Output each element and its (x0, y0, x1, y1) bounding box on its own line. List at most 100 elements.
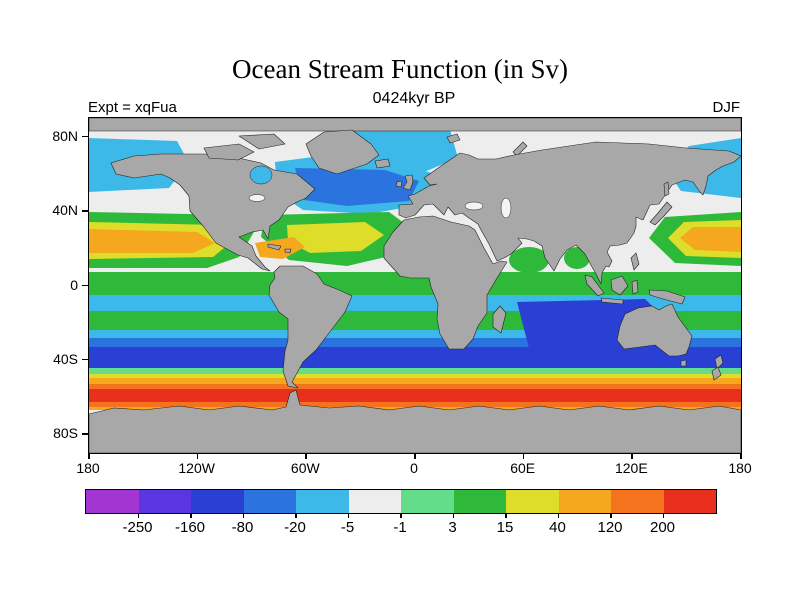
colorbar-cell (191, 490, 244, 513)
colorbar-tick-label: -5 (340, 519, 355, 536)
y-axis-tick-mark (82, 135, 88, 138)
ocean-blob-arabian-sea-green (509, 247, 549, 273)
continent-australia (616, 303, 693, 357)
colorbar-tick-mark (242, 513, 244, 518)
acc-core-red (89, 389, 741, 402)
colorbar-tick-mark (452, 513, 454, 518)
continent-africa (383, 215, 508, 350)
caspian-sea (500, 197, 512, 219)
island-sulawesi (631, 279, 639, 295)
colorbar-tick-label: -20 (284, 519, 306, 536)
colorbar-cell (453, 490, 506, 513)
great-lakes (248, 194, 266, 202)
x-axis-tick-label: 180 (728, 460, 752, 476)
ocean-band-equatorial-green (89, 272, 741, 295)
island-britain (402, 174, 414, 191)
colorbar-cell (348, 490, 401, 513)
colorbar-tick-mark (662, 513, 664, 518)
colorbar-cell (243, 490, 296, 513)
season-label: DJF (712, 99, 741, 116)
colorbar-cell (611, 490, 664, 513)
island-japan (649, 201, 673, 226)
y-axis-tick-label: 80N (52, 127, 78, 144)
colorbar-tick-mark (347, 513, 349, 518)
colorbar-cell (86, 490, 139, 513)
colorbar-cell (663, 490, 716, 513)
colorbar-tick-label: -80 (231, 519, 254, 536)
colorbar-tick-label: 120 (597, 519, 623, 536)
plot-title: Ocean Stream Function (in Sv) (232, 54, 568, 84)
colorbar-tick-mark (295, 513, 297, 518)
gyre-npacific-east-gold (89, 229, 215, 253)
colorbar-cell (296, 490, 349, 513)
y-axis-tick-label: 80S (53, 425, 78, 442)
colorbar-tick-label: 40 (549, 519, 566, 536)
x-axis-tick-mark (740, 453, 742, 459)
colorbar-tick-label: 3 (448, 519, 457, 536)
x-axis-tick-label: 120W (178, 460, 215, 476)
colorbar-cell (506, 490, 559, 513)
continent-greenland (305, 129, 380, 175)
meta-row: Expt = xqFua DJF (88, 99, 740, 116)
black-sea (464, 201, 484, 211)
island-cuba (267, 243, 282, 251)
island-svalbard (446, 133, 461, 144)
continents (89, 118, 741, 453)
x-axis-tick-label: 60E (510, 460, 536, 476)
y-axis-tick-label: 0 (70, 276, 78, 293)
island-new-zealand-south (711, 366, 722, 381)
y-axis-tick-mark (82, 433, 88, 435)
x-axis-tick-mark (305, 453, 307, 459)
y-axis: 80N 40N 0 40S 80S (40, 117, 88, 452)
y-axis-tick-mark (82, 284, 88, 286)
colorbar-tick-mark (400, 513, 402, 518)
continent-antarctica (89, 389, 741, 453)
continent-south-america (268, 265, 353, 389)
island-tasmania (680, 359, 687, 367)
x-axis-tick-label: 60W (290, 460, 320, 476)
island-madagascar (492, 305, 507, 334)
colorbar-cell (138, 490, 191, 513)
colorbar (85, 489, 717, 514)
colorbar-tick-mark (505, 513, 507, 518)
arctic-islands-ellesmere (238, 133, 286, 150)
islands-philippines (630, 252, 640, 271)
y-axis-tick-mark (82, 358, 88, 361)
experiment-label: Expt = xqFua (88, 99, 177, 116)
colorbar-tick-label: -1 (393, 519, 407, 536)
ocean-blob-subpolar-atlantic-blue (295, 168, 419, 206)
y-axis-tick-label: 40S (53, 350, 78, 367)
x-axis-tick-mark (631, 453, 633, 459)
island-java (600, 297, 624, 305)
gyre-npacific-west-gold (680, 227, 741, 252)
x-axis-tick-label: 180 (76, 460, 100, 476)
colorbar-tick-label: 15 (496, 519, 514, 536)
colorbar-cell (401, 490, 454, 513)
map-frame (88, 117, 742, 454)
island-new-guinea (648, 289, 686, 305)
hudson-bay (249, 165, 273, 185)
colorbar-tick-label: -160 (174, 519, 206, 536)
island-sakhalin (663, 181, 670, 197)
x-axis: 180 120W 60W 0 60E 120E 180 (76, 453, 752, 477)
island-hispaniola (284, 248, 292, 254)
colorbar-ticks: -250 -160 -80 -20 -5 -1 3 15 40 120 200 (85, 513, 715, 539)
colorbar-tick-mark (610, 513, 612, 518)
arctic-islands-canada (203, 143, 255, 161)
island-borneo (610, 275, 629, 296)
island-ireland (395, 180, 403, 188)
island-sumatra (584, 274, 605, 297)
y-axis-tick-mark (82, 210, 88, 212)
gyre-natlantic-yellow (287, 222, 384, 253)
x-axis-tick-mark (414, 453, 416, 459)
x-axis-tick-mark (196, 453, 199, 459)
x-axis-tick-mark (88, 453, 90, 459)
colorbar-tick-mark (557, 513, 559, 518)
x-axis-tick-label: 120E (614, 460, 648, 476)
colorbar-tick-mark (137, 513, 139, 518)
colorbar-tick-label: -250 (122, 519, 153, 536)
plot-subtitle: 0424kyr BP (372, 90, 456, 107)
arctic-mask (89, 118, 741, 132)
island-new-zealand-north (714, 354, 724, 370)
